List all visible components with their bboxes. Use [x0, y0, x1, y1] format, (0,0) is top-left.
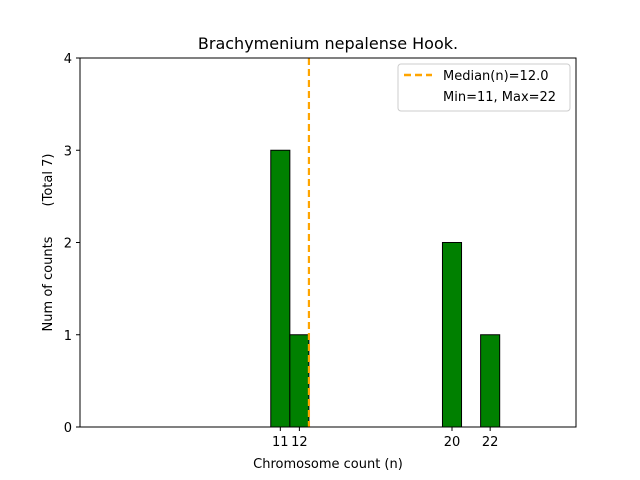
y-axis-label: Num of counts: [41, 236, 56, 331]
bar-22: [480, 334, 501, 428]
y-tick-label-0: 0: [64, 421, 72, 436]
x-tick-label-20: 20: [444, 435, 461, 450]
y-tick-label-3: 3: [64, 144, 72, 159]
legend-median-label: Median(n)=12.0: [443, 69, 549, 84]
legend: Median(n)=12.0 Min=11, Max=22: [397, 63, 571, 112]
bars-group: [270, 149, 501, 428]
chart-title: Brachymenium nepalense Hook.: [198, 34, 458, 53]
y-tick-label-1: 1: [64, 329, 72, 344]
x-axis-ticks: 11 12 20 22: [272, 427, 498, 450]
y-axis-ticks: 0 1 2 3 4: [64, 52, 80, 436]
bar-11: [270, 149, 291, 428]
y-axis-total-label: (Total 7): [41, 154, 56, 207]
x-tick-label-22: 22: [482, 435, 499, 450]
bar-12: [289, 334, 310, 428]
bar-20: [441, 242, 463, 428]
x-tick-label-11: 11: [272, 435, 289, 450]
legend-range-label: Min=11, Max=22: [443, 90, 556, 105]
x-axis-label: Chromosome count (n): [253, 457, 403, 472]
y-tick-label-4: 4: [64, 52, 72, 67]
y-tick-label-2: 2: [64, 237, 72, 252]
legend-box: [397, 63, 571, 112]
x-tick-label-12: 12: [291, 435, 308, 450]
